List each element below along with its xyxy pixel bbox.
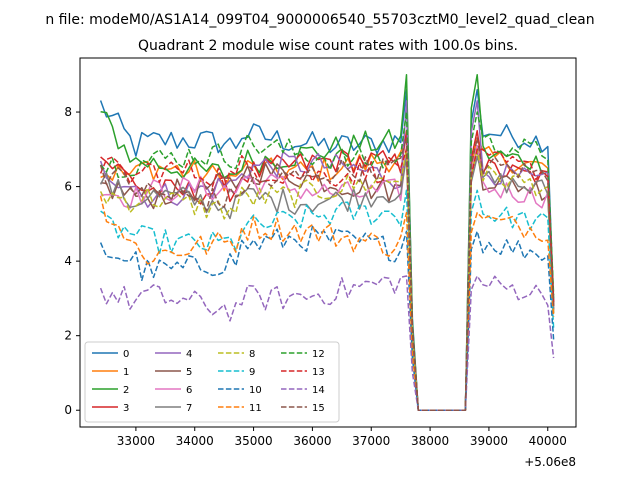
y-axis: 0 2 4 6 8 bbox=[64, 105, 80, 417]
series-line-13 bbox=[99, 148, 555, 411]
y-tick-label: 4 bbox=[64, 254, 72, 268]
series-layer bbox=[99, 74, 555, 411]
y-tick-label: 2 bbox=[64, 329, 72, 343]
legend-label-14: 14 bbox=[312, 385, 325, 396]
legend-label-2: 2 bbox=[123, 385, 129, 396]
x-tick-label: 35000 bbox=[234, 434, 272, 448]
chart-title: Quadrant 2 module wise count rates with … bbox=[138, 38, 518, 54]
legend-label-11: 11 bbox=[249, 403, 262, 414]
x-tick-label: 40000 bbox=[529, 434, 567, 448]
legend-label-6: 6 bbox=[186, 385, 192, 396]
legend-label-15: 15 bbox=[312, 403, 325, 414]
plot-frame bbox=[79, 57, 577, 428]
series-line-0 bbox=[99, 88, 555, 411]
series-line-5 bbox=[100, 148, 555, 411]
legend-label-0: 0 bbox=[123, 349, 129, 360]
x-tick-label: 39000 bbox=[470, 434, 508, 448]
x-tick-label: 37000 bbox=[352, 434, 390, 448]
chart-suptitle: n file: modeM0/AS1A14_099T04_9000006540_… bbox=[45, 12, 594, 28]
y-tick-label: 6 bbox=[64, 180, 72, 194]
legend-label-12: 12 bbox=[312, 349, 325, 360]
y-tick-label: 0 bbox=[64, 403, 72, 417]
legend-label-4: 4 bbox=[186, 349, 192, 360]
x-tick-label: 33000 bbox=[117, 434, 155, 448]
legend-label-5: 5 bbox=[186, 367, 192, 378]
series-line-10 bbox=[99, 225, 555, 411]
y-tick-label: 8 bbox=[64, 105, 72, 119]
x-tick-label: 34000 bbox=[176, 434, 214, 448]
legend-label-1: 1 bbox=[123, 367, 129, 378]
legend-label-7: 7 bbox=[186, 403, 192, 414]
series-line-14 bbox=[99, 275, 555, 411]
series-line-2 bbox=[100, 74, 555, 411]
series-line-9 bbox=[100, 189, 555, 411]
legend-frame bbox=[84, 341, 340, 423]
series-line-12 bbox=[100, 111, 555, 411]
legend-label-3: 3 bbox=[123, 403, 129, 414]
x-offset-label: +5.06e8 bbox=[524, 455, 576, 469]
series-line-15 bbox=[99, 137, 555, 411]
series-line-8 bbox=[99, 148, 555, 411]
x-tick-label: 36000 bbox=[293, 434, 331, 448]
series-line-6 bbox=[100, 144, 555, 411]
legend-label-9: 9 bbox=[249, 367, 255, 378]
legend-label-10: 10 bbox=[249, 385, 262, 396]
x-tick-label: 38000 bbox=[411, 434, 449, 448]
legend-label-13: 13 bbox=[312, 367, 325, 378]
legend-label-8: 8 bbox=[249, 349, 255, 360]
series-line-11 bbox=[99, 195, 555, 411]
x-axis: 33000 34000 35000 36000 37000 38000 39000 40000 bbox=[117, 427, 567, 448]
